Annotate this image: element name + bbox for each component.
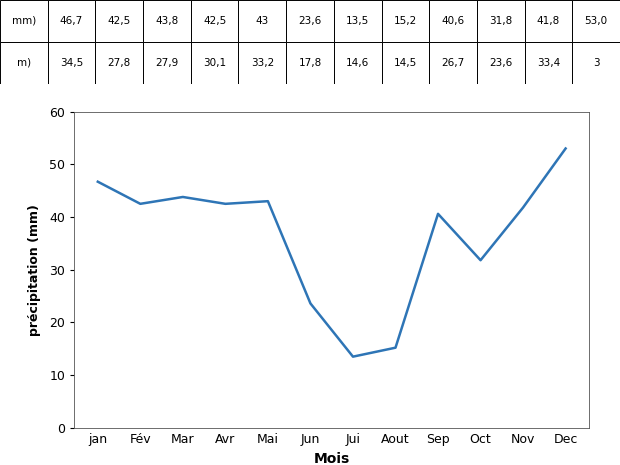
Text: 13,5: 13,5 [346,16,370,26]
Bar [334,0,381,42]
Bar [572,42,620,84]
Text: 15,2: 15,2 [394,16,417,26]
Bar [239,0,286,42]
Text: 43,8: 43,8 [155,16,179,26]
Text: 14,6: 14,6 [346,58,370,68]
Text: 33,2: 33,2 [250,58,274,68]
Bar [525,42,572,84]
X-axis label: Mois: Mois [314,452,350,465]
Text: 53,0: 53,0 [585,16,608,26]
Text: 23,6: 23,6 [298,16,322,26]
Text: 30,1: 30,1 [203,58,226,68]
Y-axis label: précipitation (mm): précipitation (mm) [28,204,41,336]
Bar [381,0,429,42]
Text: 14,5: 14,5 [394,58,417,68]
Text: 27,9: 27,9 [155,58,179,68]
Text: 3: 3 [593,58,600,68]
Bar [191,42,239,84]
Bar [0,0,48,42]
Bar [334,42,381,84]
Text: 17,8: 17,8 [298,58,322,68]
Text: 42,5: 42,5 [203,16,226,26]
Text: 33,4: 33,4 [537,58,560,68]
Bar [95,42,143,84]
Bar [429,0,477,42]
Bar [239,42,286,84]
Bar [477,42,525,84]
Bar [143,0,191,42]
Text: 43: 43 [255,16,269,26]
Bar [477,0,525,42]
Bar [381,42,429,84]
Bar [286,0,334,42]
Text: 26,7: 26,7 [441,58,465,68]
Bar [143,42,191,84]
Text: 31,8: 31,8 [489,16,512,26]
Text: 46,7: 46,7 [60,16,83,26]
Bar [0,42,48,84]
Bar [525,0,572,42]
Text: 23,6: 23,6 [489,58,512,68]
Text: 42,5: 42,5 [108,16,131,26]
Bar [95,0,143,42]
Text: mm): mm) [12,16,36,26]
Text: 27,8: 27,8 [108,58,131,68]
Bar [48,42,95,84]
Text: 40,6: 40,6 [441,16,464,26]
Bar [429,42,477,84]
Bar [191,0,239,42]
Bar [572,0,620,42]
Text: 41,8: 41,8 [537,16,560,26]
Text: 34,5: 34,5 [60,58,83,68]
Text: m): m) [17,58,31,68]
Bar [286,42,334,84]
Bar [48,0,95,42]
